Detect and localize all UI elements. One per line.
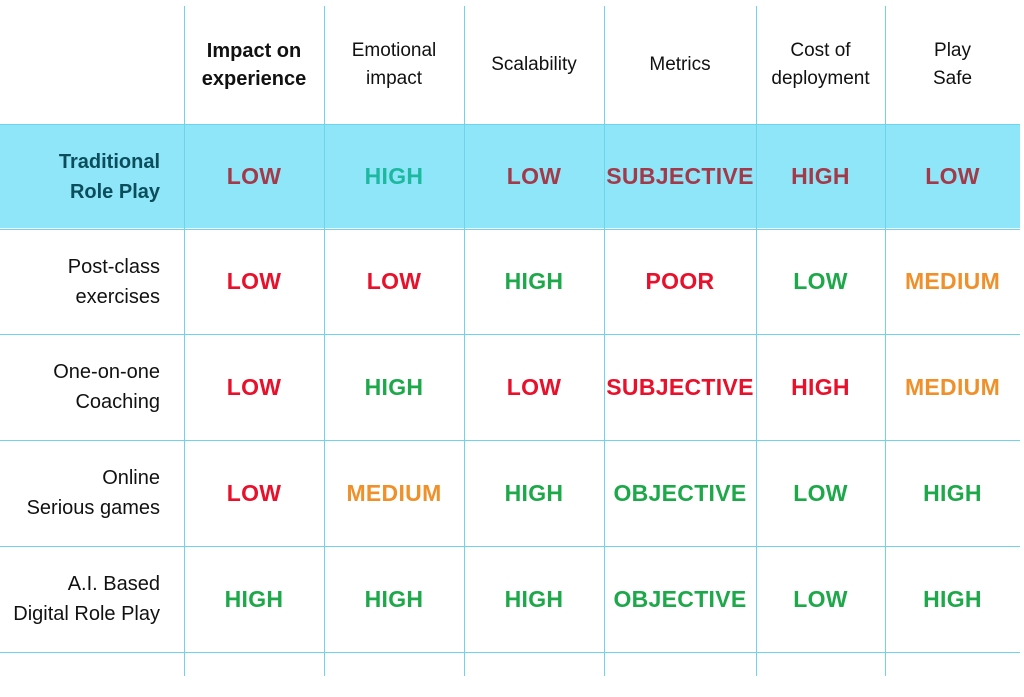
row-divider (0, 546, 1020, 547)
rating-cell: HIGH (364, 373, 424, 400)
row-label: Traditional Role Play (58, 150, 160, 203)
column-header: Metrics (649, 54, 711, 75)
rating-cell: HIGH (364, 585, 424, 612)
rating-cell: HIGH (791, 163, 850, 189)
rating-cell: HIGH (923, 585, 982, 612)
row-label: Post-class exercises (67, 255, 160, 308)
rating-cell: HIGH (224, 585, 284, 612)
row-divider (0, 440, 1020, 441)
rating-cell: MEDIUM (904, 268, 1001, 294)
column-divider (604, 6, 605, 676)
rating-cell: OBJECTIVE (613, 479, 747, 506)
column-header: Scalability (491, 54, 577, 75)
rating-cell: HIGH (504, 585, 564, 612)
row-divider (0, 334, 1020, 335)
rating-cell: LOW (226, 268, 282, 294)
rating-cell: OBJECTIVE (613, 585, 747, 612)
row-label: A.I. Based Digital Role Play (13, 573, 160, 625)
row-divider (0, 652, 1020, 653)
rating-cell: LOW (793, 479, 848, 506)
rating-cell: SUBJECTIVE (606, 163, 754, 189)
row-label: Online Serious games (26, 467, 160, 519)
rating-cell: LOW (226, 163, 282, 189)
column-header: Emotional impact (351, 40, 437, 89)
rating-cell: LOW (925, 163, 980, 189)
rating-cell: HIGH (504, 479, 564, 506)
rating-cell: LOW (506, 163, 562, 189)
rating-cell: SUBJECTIVE (606, 373, 754, 400)
column-divider (756, 6, 757, 676)
column-header: Impact on experience (201, 40, 307, 90)
column-divider (885, 6, 886, 676)
row-divider (0, 229, 1020, 230)
highlighted-row-background (0, 124, 1020, 228)
rating-cell: LOW (226, 479, 282, 506)
rating-cell: LOW (506, 373, 562, 400)
rating-cell: LOW (793, 585, 848, 612)
column-divider (184, 6, 185, 676)
rating-cell: POOR (645, 268, 715, 294)
rating-cell: MEDIUM (904, 373, 1001, 400)
rating-cell: LOW (226, 373, 282, 400)
rating-cell: MEDIUM (346, 479, 442, 506)
rating-cell: HIGH (791, 373, 850, 400)
rating-cell: LOW (366, 268, 422, 294)
rating-cell: HIGH (923, 479, 982, 506)
rating-cell: HIGH (364, 163, 424, 189)
column-divider (324, 6, 325, 676)
rating-cell: HIGH (504, 268, 564, 294)
column-header: Play Safe (932, 40, 973, 89)
column-header: Cost of deployment (771, 40, 870, 89)
row-divider (0, 124, 1020, 125)
column-divider (464, 6, 465, 676)
rating-cell: LOW (793, 268, 848, 294)
row-label: One-on-one Coaching (53, 361, 160, 413)
